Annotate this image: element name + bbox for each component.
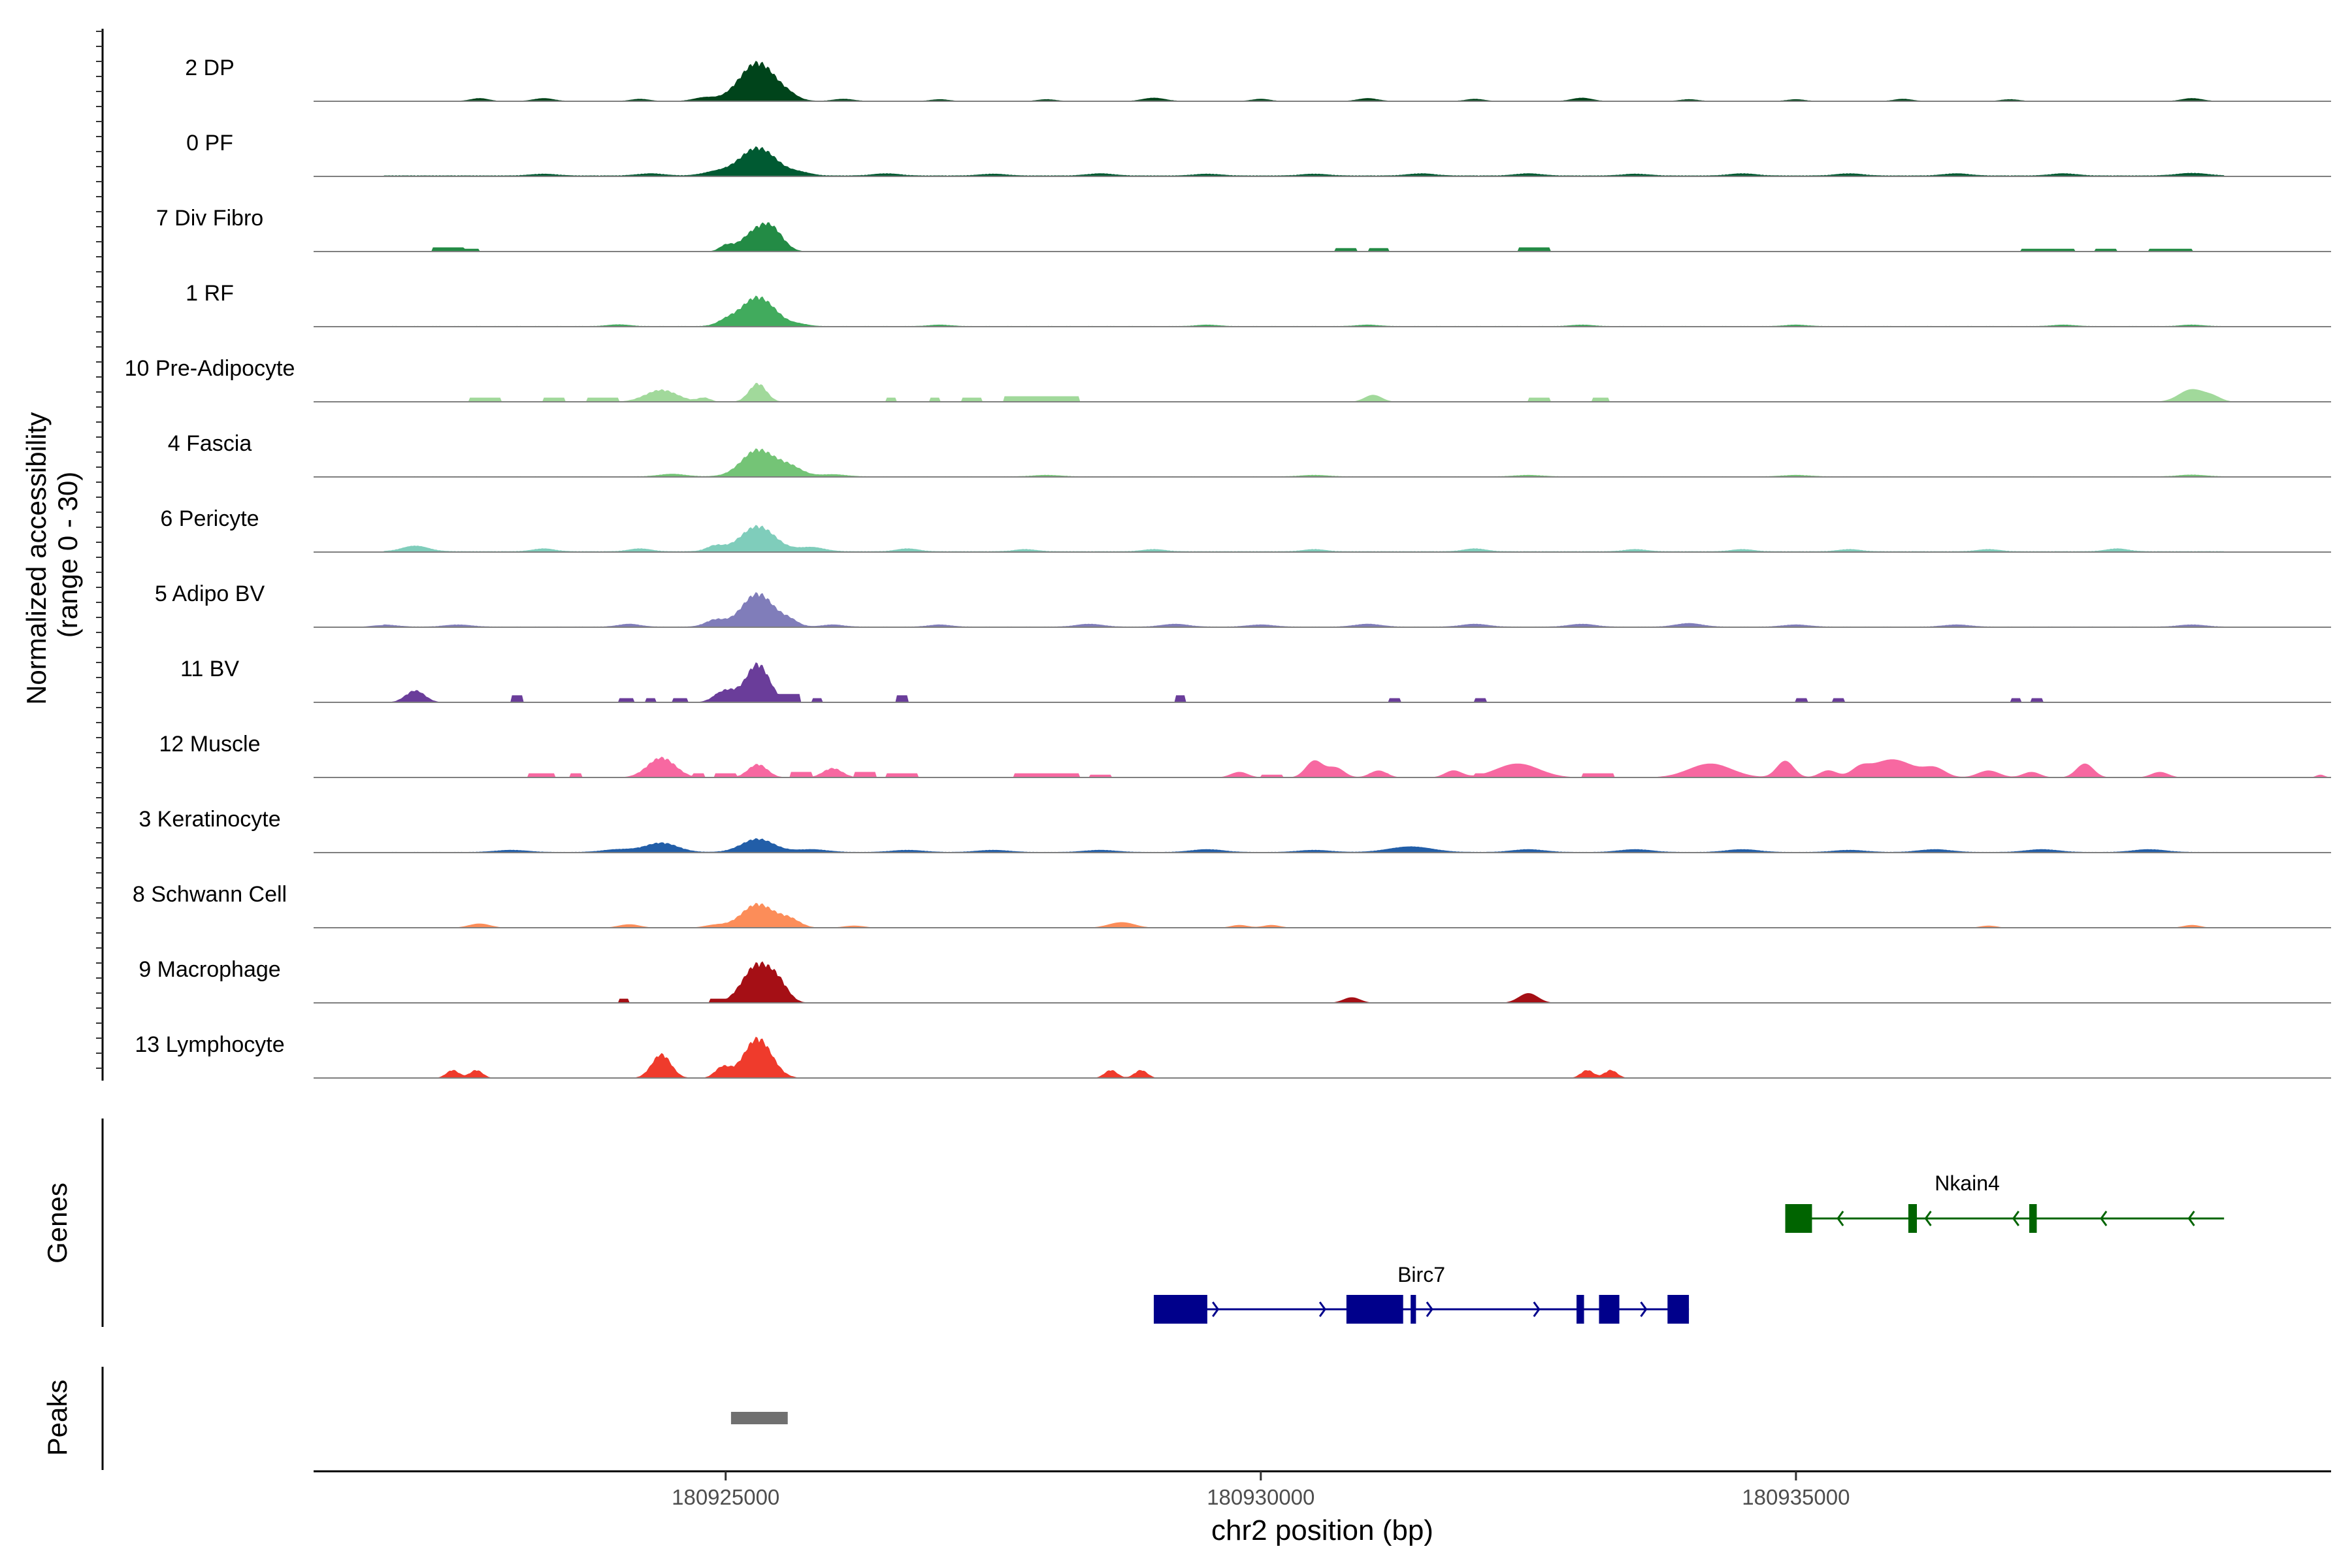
x-axis-ticks: 180925000 180930000 180935000 <box>672 1471 1850 1509</box>
x-tick-label: 180930000 <box>1207 1485 1315 1509</box>
coverage-area <box>314 662 2331 702</box>
strand-arrow <box>1640 1301 1648 1317</box>
coverage-area <box>314 383 2331 402</box>
track-label: 10 Pre-Adipocyte <box>125 356 295 381</box>
coverage-area <box>314 838 2331 853</box>
gene-annotations: Birc7 Nkain4 <box>1153 1171 2225 1324</box>
y-axis-title-line-2: (range 0 - 30) <box>52 472 83 638</box>
gene-nkain4: Nkain4 <box>1785 1171 2225 1233</box>
track-label: 1 RF <box>186 281 234 306</box>
peaks-track-title: Peaks <box>42 1380 73 1456</box>
strand-arrow <box>1533 1301 1541 1317</box>
track-label: 4 Fascia <box>168 431 252 456</box>
coverage-area <box>314 222 2331 252</box>
gene-label: Birc7 <box>1397 1263 1445 1286</box>
track-label: 7 Div Fibro <box>156 206 263 231</box>
coverage-tracks: 2 DP 0 PF 7 Div Fibro 1 RF 10 Pre-Adipocyte 4… <box>125 56 2331 1079</box>
gene-exon <box>1667 1295 1690 1324</box>
gene-exon <box>1153 1295 1207 1324</box>
track-1-rf: 1 RF <box>186 281 2331 327</box>
gene-exon <box>1599 1295 1620 1324</box>
coverage-y-axis <box>96 29 104 1081</box>
gene-exon <box>1346 1295 1403 1324</box>
peak-regions <box>730 1412 788 1424</box>
coverage-area <box>314 757 2331 777</box>
track-label: 3 Keratinocyte <box>139 807 280 832</box>
track-label: 8 Schwann Cell <box>133 882 287 907</box>
strand-arrow <box>1924 1211 1932 1226</box>
track-6-pericyte: 6 Pericyte <box>160 506 2331 553</box>
track-label: 6 Pericyte <box>160 506 259 531</box>
track-label: 5 Adipo BV <box>155 581 265 606</box>
track-4-fascia: 4 Fascia <box>168 431 2331 478</box>
strand-arrow <box>1212 1301 1220 1317</box>
x-tick-label: 180935000 <box>1742 1485 1850 1509</box>
coverage-area <box>314 61 2331 101</box>
track-13-lymphocyte: 13 Lymphocyte <box>135 1032 2331 1079</box>
coverage-area <box>314 448 2331 477</box>
track-8-schwann-cell: 8 Schwann Cell <box>133 882 2331 928</box>
track-11-bv: 11 BV <box>180 657 2331 703</box>
coverage-y-ticks <box>96 31 103 1069</box>
gene-exon <box>1785 1204 1812 1233</box>
gene-exon <box>1576 1295 1584 1324</box>
strand-arrow <box>2100 1211 2108 1226</box>
track-label: 0 PF <box>186 131 233 155</box>
strand-arrow <box>1426 1301 1433 1317</box>
coverage-area <box>314 961 2331 1003</box>
gene-exon <box>2029 1204 2037 1233</box>
track-label: 12 Muscle <box>159 732 261 757</box>
track-2-dp: 2 DP <box>185 56 2331 102</box>
strand-arrow <box>1318 1301 1326 1317</box>
coverage-area <box>314 146 2331 176</box>
track-9-macrophage: 9 Macrophage <box>139 957 2331 1004</box>
x-axis-title: chr2 position (bp) <box>1211 1514 1433 1546</box>
coverage-area <box>314 592 2331 627</box>
coverage-area <box>314 902 2331 928</box>
track-3-keratinocyte: 3 Keratinocyte <box>139 807 2331 853</box>
y-axis-title-line-1: Normalized accessibility <box>21 412 52 705</box>
track-7-div-fibro: 7 Div Fibro <box>156 206 2331 252</box>
track-label: 11 BV <box>180 657 239 681</box>
track-0-pf: 0 PF <box>186 131 2331 177</box>
track-label: 13 Lymphocyte <box>135 1032 284 1057</box>
gene-exon <box>1411 1295 1416 1324</box>
track-10-pre-adipocyte: 10 Pre-Adipocyte <box>125 356 2331 402</box>
strand-arrow <box>2187 1211 2195 1226</box>
coverage-area <box>314 1036 2331 1078</box>
y-axis-title: Normalized accessibility (range 0 - 30) <box>21 404 83 705</box>
strand-arrow <box>2012 1211 2019 1226</box>
gene-exon <box>1908 1204 1918 1233</box>
track-5-adipo-bv: 5 Adipo BV <box>155 581 2331 628</box>
gene-label: Nkain4 <box>1935 1171 2000 1195</box>
coverage-area <box>314 525 2331 552</box>
strand-arrow <box>1837 1211 1844 1226</box>
gene-birc7: Birc7 <box>1153 1263 1690 1324</box>
coverage-area <box>314 295 2331 327</box>
track-label: 2 DP <box>185 56 235 80</box>
track-label: 9 Macrophage <box>139 957 280 982</box>
genes-track-title: Genes <box>42 1183 73 1264</box>
track-12-muscle: 12 Muscle <box>159 732 2331 778</box>
peak-region <box>730 1412 788 1424</box>
x-tick-label: 180925000 <box>672 1485 779 1509</box>
